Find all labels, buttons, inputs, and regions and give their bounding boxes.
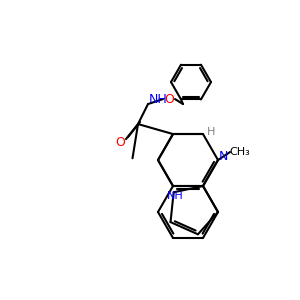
Text: H: H	[207, 127, 215, 137]
Text: N: N	[218, 149, 228, 163]
Text: NH: NH	[167, 191, 184, 201]
Text: NH: NH	[148, 93, 167, 106]
Text: O: O	[115, 136, 125, 148]
Text: O: O	[164, 93, 174, 106]
Text: CH₃: CH₃	[230, 147, 250, 157]
